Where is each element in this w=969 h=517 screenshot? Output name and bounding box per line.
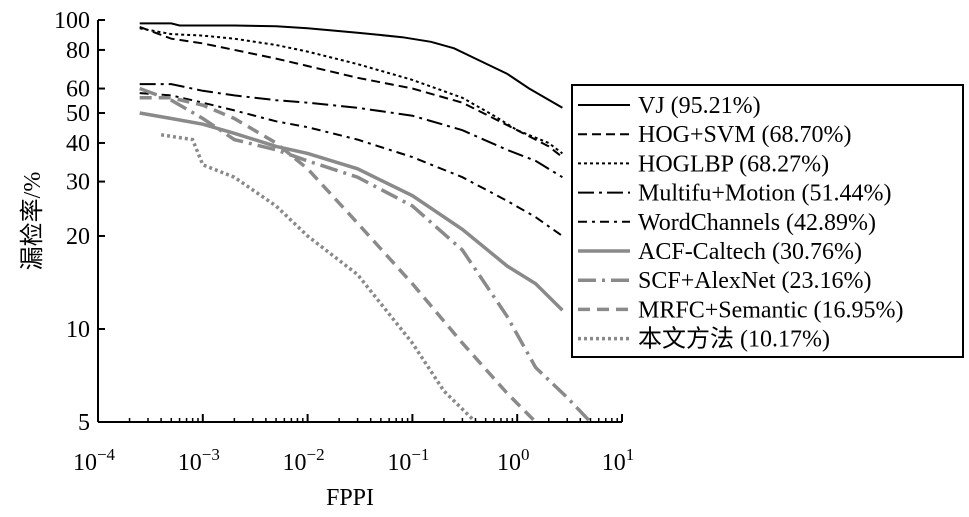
legend-label: MRFC+Semantic (16.95%) (638, 297, 904, 323)
legend-label: VJ (95.21%) (638, 93, 761, 119)
y-tick-label: 100 (54, 8, 90, 34)
x-tick-label: 10−4 (73, 445, 116, 476)
legend: VJ (95.21%) HOG+SVM (68.70%) HOGLBP (68.27… (571, 84, 964, 358)
legend-box (571, 84, 964, 358)
legend-label: SCF+AlexNet (23.16%) (638, 268, 872, 294)
series-line-1 (139, 22, 563, 109)
legend-label: WordChannels (42.89%) (638, 210, 876, 236)
y-tick-label: 30 (66, 170, 90, 196)
x-tick-label: 10−3 (178, 445, 220, 476)
series-line-7 (139, 86, 592, 424)
y-tick-label: 20 (66, 224, 90, 250)
x-ticks: 10−4 10−3 10−2 10−1 100 101 (73, 414, 634, 476)
legend-label: ACF-Caltech (30.76%) (638, 239, 862, 265)
y-tick-label: 5 (78, 410, 90, 436)
y-tick-label: 60 (66, 77, 90, 103)
x-tick-label: 10−2 (283, 445, 325, 476)
x-tick-label: 101 (602, 445, 635, 476)
y-axis-title: 漏检率/% (19, 172, 46, 271)
legend-label: HOGLBP (68.27%) (638, 151, 829, 177)
x-tick-label: 100 (497, 445, 530, 476)
plot-marks (139, 22, 592, 424)
x-axis-title: FPPI (326, 485, 374, 511)
legend-label: Multifu+Motion (51.44%) (638, 181, 892, 207)
y-tick-label: 50 (66, 101, 90, 127)
series-line-5 (139, 92, 563, 237)
y-tick-label: 10 (66, 317, 90, 343)
legend-label: 本文方法 (10.17%) (638, 326, 830, 353)
axes (97, 20, 622, 423)
series-line-2 (139, 25, 564, 158)
series-line-9 (160, 133, 477, 424)
series-line-6 (139, 111, 564, 312)
series-line-4 (139, 83, 563, 179)
legend-label: HOG+SVM (68.70%) (638, 122, 852, 148)
y-tick-label: 80 (66, 38, 90, 64)
x-tick-label: 10−1 (387, 445, 429, 476)
y-tick-label: 40 (66, 131, 90, 157)
series-line-8 (139, 96, 537, 424)
